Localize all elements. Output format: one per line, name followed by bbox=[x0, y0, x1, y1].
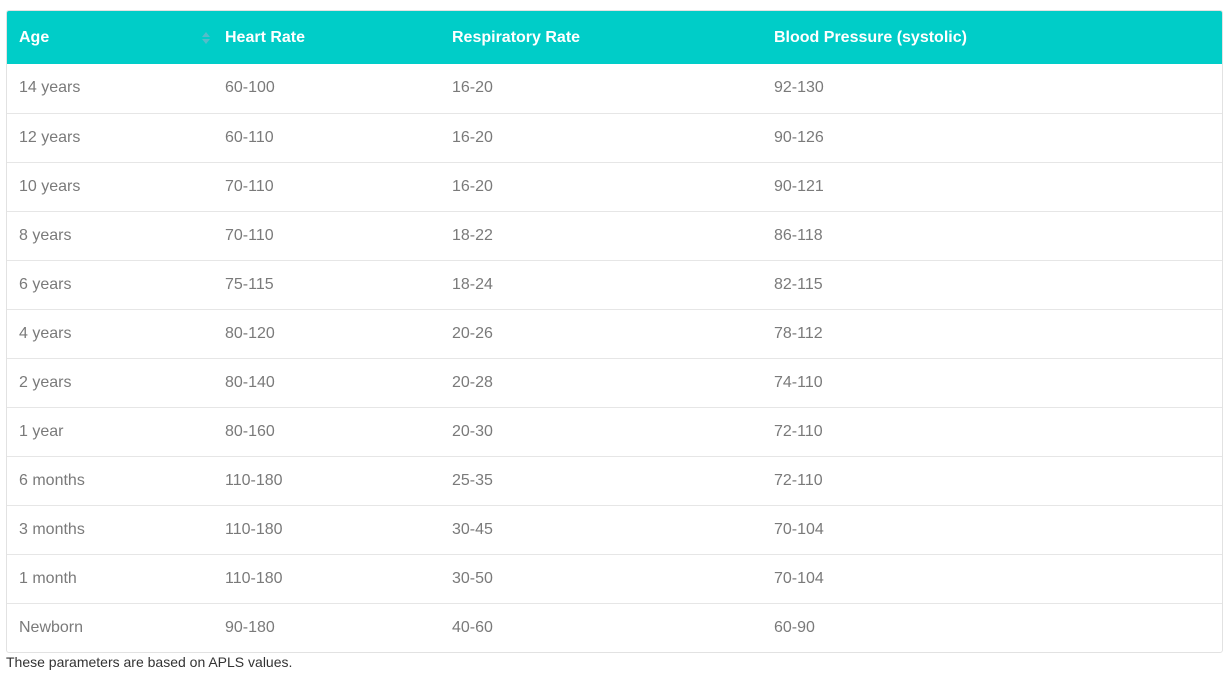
cell-heart-rate: 70-110 bbox=[225, 177, 274, 195]
column-header-age-label: Age bbox=[19, 28, 50, 46]
cell-heart-rate: 60-100 bbox=[225, 79, 275, 97]
column-header-respiratory-rate-label: Respiratory Rate bbox=[452, 28, 581, 46]
cell-respiratory-rate: 16-20 bbox=[452, 177, 493, 195]
footnote: These parameters are based on APLS value… bbox=[6, 654, 293, 670]
table-header: Age Heart Rate Respiratory Rate Blood Pr… bbox=[7, 11, 1222, 64]
table-row: 8 years 70-110 18-22 86-118 bbox=[7, 211, 1222, 260]
cell-heart-rate: 80-140 bbox=[225, 373, 275, 391]
cell-age: 1 month bbox=[19, 569, 77, 587]
cell-heart-rate: 110-180 bbox=[225, 569, 283, 587]
cell-heart-rate: 110-180 bbox=[225, 520, 283, 538]
cell-age: 8 years bbox=[19, 226, 72, 244]
table-row: 1 month 110-180 30-50 70-104 bbox=[7, 554, 1222, 603]
cell-heart-rate: 60-110 bbox=[225, 128, 274, 146]
cell-age: 3 months bbox=[19, 520, 85, 538]
cell-respiratory-rate: 30-50 bbox=[452, 569, 493, 587]
cell-heart-rate: 80-160 bbox=[225, 422, 275, 440]
column-header-heart-rate[interactable]: Heart Rate bbox=[213, 11, 440, 64]
cell-respiratory-rate: 16-20 bbox=[452, 128, 493, 146]
column-header-heart-rate-label: Heart Rate bbox=[225, 28, 306, 46]
table-row: Newborn 90-180 40-60 60-90 bbox=[7, 603, 1222, 652]
cell-respiratory-rate: 20-30 bbox=[452, 422, 493, 440]
table-row: 2 years 80-140 20-28 74-110 bbox=[7, 358, 1222, 407]
table-row: 3 months 110-180 30-45 70-104 bbox=[7, 505, 1222, 554]
cell-blood-pressure: 70-104 bbox=[774, 569, 824, 587]
table-header-row: Age Heart Rate Respiratory Rate Blood Pr… bbox=[7, 11, 1222, 64]
cell-respiratory-rate: 16-20 bbox=[452, 79, 493, 97]
cell-blood-pressure: 72-110 bbox=[774, 471, 823, 489]
cell-blood-pressure: 60-90 bbox=[774, 618, 815, 636]
cell-blood-pressure: 86-118 bbox=[774, 226, 823, 244]
table-row: 4 years 80-120 20-26 78-112 bbox=[7, 309, 1222, 358]
cell-blood-pressure: 92-130 bbox=[774, 79, 824, 97]
cell-blood-pressure: 90-121 bbox=[774, 177, 824, 195]
cell-age: 12 years bbox=[19, 128, 81, 146]
table-row: 14 years 60-100 16-20 92-130 bbox=[7, 64, 1222, 113]
cell-blood-pressure: 90-126 bbox=[774, 128, 824, 146]
cell-age: 2 years bbox=[19, 373, 72, 391]
vital-signs-table: Age Heart Rate Respiratory Rate Blood Pr… bbox=[7, 11, 1222, 652]
cell-heart-rate: 70-110 bbox=[225, 226, 274, 244]
table-row: 10 years 70-110 16-20 90-121 bbox=[7, 162, 1222, 211]
cell-age: 10 years bbox=[19, 177, 81, 195]
cell-respiratory-rate: 18-24 bbox=[452, 275, 493, 293]
vital-signs-table-container: Age Heart Rate Respiratory Rate Blood Pr… bbox=[6, 10, 1223, 653]
table-row: 1 year 80-160 20-30 72-110 bbox=[7, 407, 1222, 456]
column-header-blood-pressure[interactable]: Blood Pressure (systolic) bbox=[762, 11, 1222, 64]
cell-heart-rate: 75-115 bbox=[225, 275, 274, 293]
cell-age: 6 years bbox=[19, 275, 72, 293]
column-header-age[interactable]: Age bbox=[7, 11, 213, 64]
cell-blood-pressure: 74-110 bbox=[774, 373, 823, 391]
table-body: 14 years 60-100 16-20 92-130 12 years 60-110 1… bbox=[7, 64, 1222, 652]
cell-age: 4 years bbox=[19, 324, 72, 342]
cell-respiratory-rate: 18-22 bbox=[452, 226, 493, 244]
column-header-respiratory-rate[interactable]: Respiratory Rate bbox=[440, 11, 762, 64]
cell-heart-rate: 80-120 bbox=[225, 324, 275, 342]
column-header-blood-pressure-label: Blood Pressure (systolic) bbox=[774, 28, 967, 46]
cell-respiratory-rate: 20-26 bbox=[452, 324, 493, 342]
cell-respiratory-rate: 30-45 bbox=[452, 520, 493, 538]
cell-blood-pressure: 82-115 bbox=[774, 275, 823, 293]
cell-respiratory-rate: 20-28 bbox=[452, 373, 493, 391]
cell-blood-pressure: 78-112 bbox=[774, 324, 823, 342]
table-row: 6 months 110-180 25-35 72-110 bbox=[7, 456, 1222, 505]
cell-age: 14 years bbox=[19, 79, 81, 97]
cell-respiratory-rate: 40-60 bbox=[452, 618, 493, 636]
table-row: 6 years 75-115 18-24 82-115 bbox=[7, 260, 1222, 309]
cell-age: 1 year bbox=[19, 422, 64, 440]
cell-age: Newborn bbox=[19, 618, 84, 636]
cell-heart-rate: 90-180 bbox=[225, 618, 275, 636]
cell-blood-pressure: 72-110 bbox=[774, 422, 823, 440]
table-row: 12 years 60-110 16-20 90-126 bbox=[7, 113, 1222, 162]
cell-age: 6 months bbox=[19, 471, 85, 489]
cell-respiratory-rate: 25-35 bbox=[452, 471, 493, 489]
cell-blood-pressure: 70-104 bbox=[774, 520, 824, 538]
cell-heart-rate: 110-180 bbox=[225, 471, 283, 489]
sort-up-down-icon[interactable] bbox=[201, 30, 211, 46]
